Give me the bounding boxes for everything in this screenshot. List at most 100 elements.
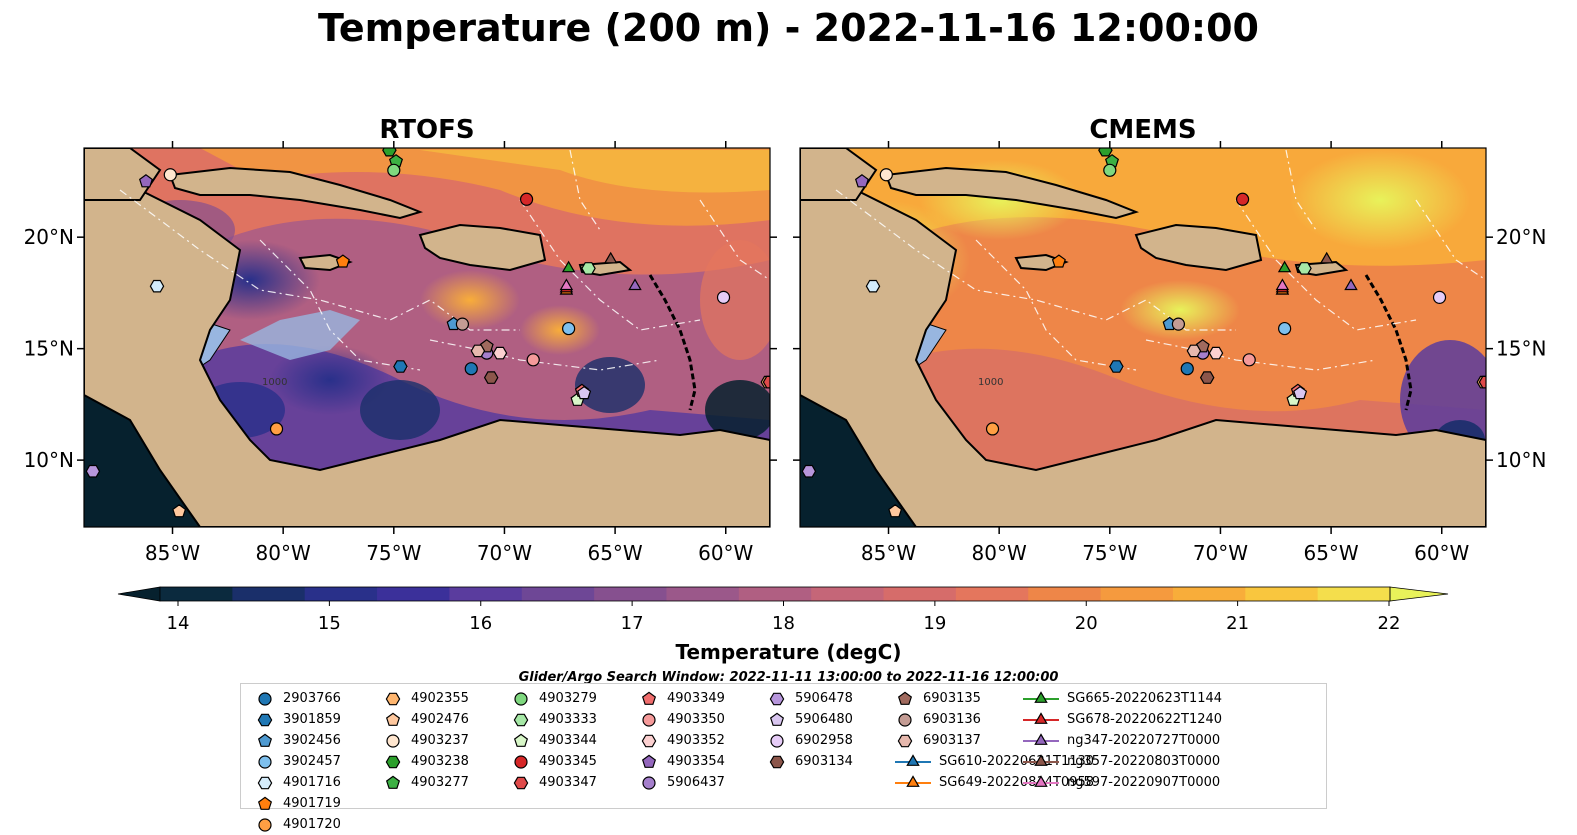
float-marker-ng347-20220727T0000: [1344, 278, 1358, 291]
panel-title-cmems: CMEMS: [1089, 115, 1197, 145]
legend-marker-icon: [257, 776, 273, 789]
legend-symbol: [906, 753, 920, 766]
float-marker-6903137: [470, 344, 486, 358]
colorbar-segment: [1100, 587, 1174, 601]
float-marker-4901719: [1051, 254, 1066, 268]
float-marker-2903766: [1180, 362, 1194, 376]
float-marker-ng597-20220907T0000: [559, 278, 574, 291]
x-tick-label: 75°W: [1082, 541, 1137, 565]
float-marker-ng357-20220803T0000: [603, 251, 618, 264]
legend-label: 4903345: [539, 754, 597, 769]
float-marker-SG665-20220623T1144: [1277, 260, 1292, 273]
figure-title: Temperature (200 m) - 2022-11-16 12:00:0…: [317, 6, 1259, 50]
legend-item-6903137: 6903137: [895, 730, 1094, 751]
colorbar-segment: [377, 587, 450, 601]
float-marker-2903766: [464, 362, 478, 376]
colorbar-tick-label: 18: [772, 613, 795, 634]
legend-marker-icon: [257, 713, 273, 726]
colorbar-tick-label: 17: [621, 613, 644, 634]
colorbar-segment: [1245, 587, 1319, 601]
legend-symbol: [897, 691, 913, 705]
legend-column: 4903279 4903333 4903344 4903345 4903347: [511, 688, 597, 793]
float-marker-6903136: [1171, 317, 1186, 331]
float-marker-ng597-20220907T0000: [1275, 278, 1290, 291]
colorbar-segment: [304, 587, 378, 601]
legend-label: 4903279: [539, 691, 597, 706]
legend-marker-icon: [769, 755, 785, 768]
float-marker-6902958: [716, 290, 731, 304]
colorbar-tick-label: 16: [469, 613, 492, 634]
colorbar-segment: [232, 587, 306, 601]
legend-label: 4903349: [667, 691, 725, 706]
legend-symbol: [1034, 753, 1048, 766]
colorbar-tick-label: 15: [318, 613, 341, 634]
legend-item-4903350: 4903350: [639, 709, 725, 730]
legend-symbol: [769, 692, 785, 705]
float-marker-4903237: [879, 168, 893, 182]
legend-label: 5906437: [667, 775, 725, 790]
legend-marker-icon: [770, 733, 784, 748]
legend-label: 4902355: [411, 691, 469, 706]
legend-symbol: [1034, 711, 1048, 724]
float-marker-4902476: [172, 504, 187, 518]
float-marker-4903279: [387, 163, 401, 177]
legend-marker-icon: [1023, 753, 1059, 766]
legend-label: 5906478: [795, 691, 853, 706]
legend-symbol: [1034, 732, 1048, 745]
float-marker-4903350: [526, 353, 540, 367]
map-figure: 1000: [24, 141, 1546, 634]
float-marker-4901716: [149, 279, 165, 293]
legend: 2903766 3901859 3902456 3902457 4901716 49017…: [240, 683, 1327, 832]
x-tick-label: 70°W: [1193, 541, 1248, 565]
legend-symbol: [385, 755, 401, 768]
x-tick-label: 65°W: [1303, 541, 1358, 565]
legend-symbol: [906, 774, 920, 787]
panel-title-rtofs: RTOFS: [379, 115, 475, 145]
legend-item-SG665-20220623T1144: SG665-20220623T1144: [1023, 688, 1222, 709]
legend-item-2903766: 2903766: [255, 688, 341, 709]
legend-symbol: [258, 817, 272, 832]
contour-label: 1000: [262, 377, 287, 388]
colorbar-segment: [666, 587, 740, 601]
legend-item-3901859: 3901859: [255, 709, 341, 730]
legend-marker-icon: [514, 691, 528, 706]
x-tick-label: 65°W: [587, 541, 642, 565]
float-marker-SG665-20220623T1144: [561, 260, 576, 273]
legend-item-4903344: 4903344: [511, 730, 597, 751]
float-marker-4901716: [865, 279, 881, 293]
legend-label: 4903344: [539, 733, 597, 748]
legend-marker-icon: [257, 733, 273, 747]
legend-marker-icon: [895, 753, 931, 766]
legend-marker-icon: [895, 774, 931, 787]
y-tick-label: 10°N: [1496, 448, 1546, 472]
contour-label: 1000: [978, 377, 1003, 388]
legend-label: 4903277: [411, 775, 469, 790]
float-marker-3901859: [1109, 360, 1124, 373]
legend-symbol: [514, 691, 528, 706]
search-window-text: Glider/Argo Search Window: 2022-11-11 13…: [518, 670, 1059, 684]
legend-item-4902476: 4902476: [383, 709, 469, 730]
legend-item-ng597-20220907T0000: ng597-20220907T0000: [1023, 772, 1222, 793]
float-marker-3901859: [393, 360, 408, 373]
float-marker-5906478: [85, 464, 101, 478]
legend-item-4903238: 4903238: [383, 751, 469, 772]
float-marker-4901720: [985, 422, 1000, 436]
float-marker-4901720: [269, 422, 284, 436]
legend-column: 2903766 3901859 3902456 3902457 4901716 49017…: [255, 688, 341, 835]
legend-marker-icon: [258, 817, 272, 832]
x-tick-label: 60°W: [1414, 541, 1469, 565]
legend-item-4903333: 4903333: [511, 709, 597, 730]
legend-symbol: [513, 776, 529, 789]
legend-item-3902457: 3902457: [255, 751, 341, 772]
legend-marker-icon: [897, 691, 913, 705]
legend-column: 4902355 4902476 4903237 4903238 4903277: [383, 688, 469, 793]
legend-symbol: [641, 754, 657, 768]
float-marker-4903238: [1098, 148, 1113, 157]
colorbar-segment: [1028, 587, 1102, 601]
legend-marker-icon: [513, 733, 529, 747]
legend-symbol: [769, 755, 785, 768]
legend-symbol: [641, 734, 657, 747]
float-marker-4901719: [335, 254, 350, 268]
x-tick-label: 80°W: [256, 541, 311, 565]
float-marker-4903279: [1103, 163, 1117, 177]
